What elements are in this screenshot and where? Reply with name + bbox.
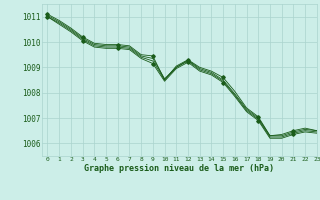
X-axis label: Graphe pression niveau de la mer (hPa): Graphe pression niveau de la mer (hPa)	[84, 164, 274, 173]
